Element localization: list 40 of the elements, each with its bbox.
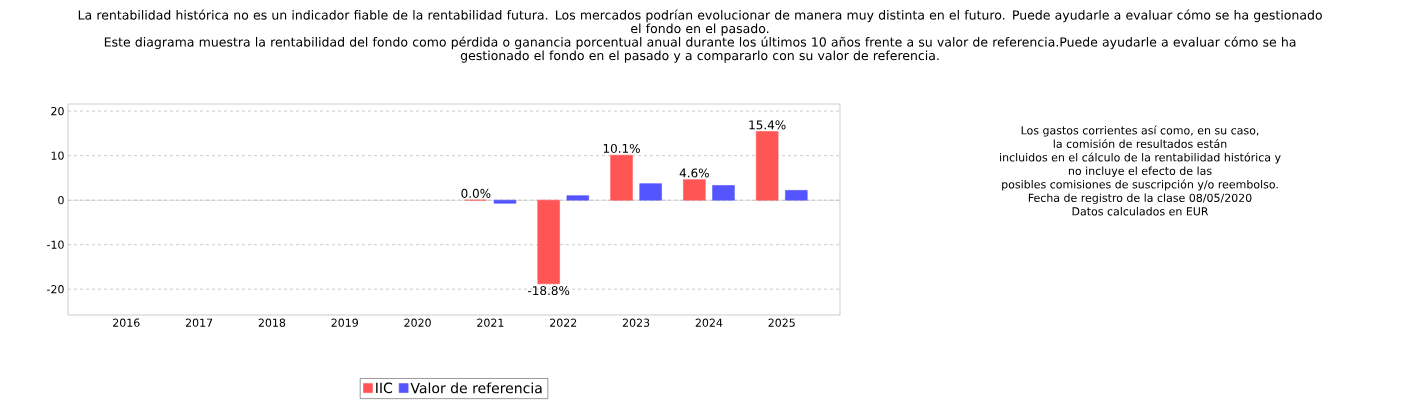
x-tick-label: 2016 — [113, 318, 140, 327]
x-tick-label: 2025 — [768, 318, 795, 327]
y-tick-label: -20 — [47, 285, 64, 294]
legend-label: IIC — [376, 382, 393, 394]
text: Datos calculados en EUR — [1072, 206, 1209, 216]
text: incluidos en el cálculo de la rentabilidad histórica y — [1000, 152, 1281, 164]
text: Fecha de registro de la clase 08/05/2020 — [1028, 193, 1252, 205]
text: la comisión de resultados están — [1053, 139, 1227, 148]
text: no incluye el efecto de las — [1068, 166, 1212, 178]
data-label: -18.8% — [528, 286, 570, 296]
data-label: 4.6% — [679, 168, 709, 178]
x-tick-label: 2021 — [477, 318, 504, 327]
text: Los gastos corrientes así como, en su caso, — [1021, 125, 1259, 137]
y-tick-label: 20 — [51, 106, 64, 116]
bar — [755, 131, 779, 201]
text: posibles comisiones de suscripción y/o reembolso. — [1002, 179, 1278, 191]
y-tick-label: 10 — [51, 151, 64, 160]
x-tick-label: 2024 — [695, 318, 723, 327]
bar — [785, 190, 808, 201]
legend-label: Valor de referencia — [410, 382, 542, 394]
bar — [566, 195, 590, 201]
bar — [537, 199, 560, 285]
x-tick-label: 2022 — [550, 318, 577, 327]
chart-title: La rentabilidad histórica no es un indicador fiable de la rentabilidad futura. Los mercados podrían evolucionar de manera muy distinta en el futuro. Puede ayudarle a evaluar cómo se ha gestionado el fondo en el pasado. — [78, 9, 1322, 36]
bar — [493, 199, 517, 204]
y-tick-label: 0 — [58, 196, 64, 205]
bar — [683, 179, 706, 201]
x-tick-label: 2017 — [185, 318, 213, 327]
chart-subtitle: Este diagrama muestra la rentabilidad del fondo como pérdida o ganancia porcentual anual durante los últimos 10 años frente a su valor de referencia.Puede ayudarle a evaluar cómo se ha gestionado el fondo en el pasado y a compararlo con su valor de referencia. — [104, 36, 1296, 63]
x-tick-label: 2023 — [622, 318, 650, 327]
y-tick-label: -10 — [47, 240, 64, 249]
bar — [712, 185, 735, 201]
bar — [639, 183, 662, 201]
x-tick-label: 2019 — [331, 318, 358, 327]
data-label: 10.1% — [603, 143, 640, 153]
x-tick-label: 2018 — [258, 318, 286, 327]
data-label: 0.0% — [461, 188, 491, 198]
bar — [610, 154, 633, 201]
x-tick-label: 2020 — [404, 318, 431, 327]
data-label: 15.4% — [749, 120, 786, 130]
